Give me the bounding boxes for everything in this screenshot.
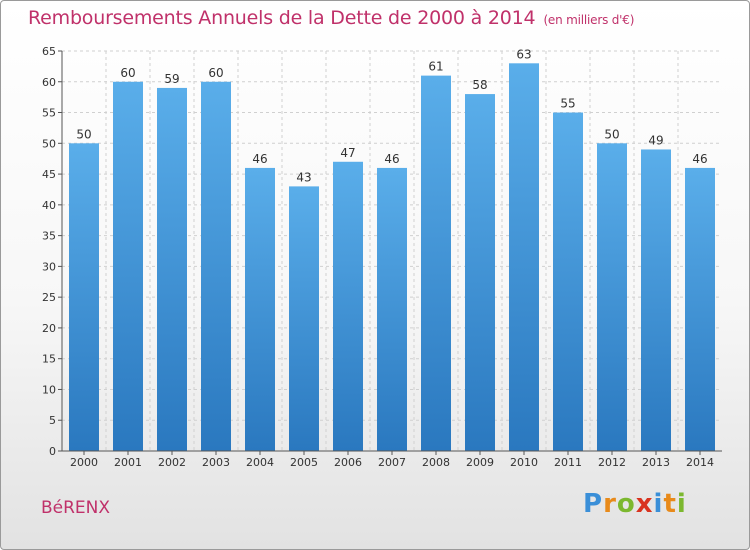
x-tick-label: 2000 bbox=[70, 456, 98, 469]
bar bbox=[509, 63, 539, 452]
y-tick-label: 45 bbox=[42, 168, 56, 181]
logo-letter: r bbox=[603, 489, 617, 519]
bar bbox=[465, 94, 495, 452]
bar-value-label: 50 bbox=[604, 127, 619, 141]
y-tick-label: 0 bbox=[49, 445, 56, 458]
x-tick-label: 2008 bbox=[422, 456, 450, 469]
bar bbox=[157, 87, 187, 451]
x-tick-label: 2014 bbox=[686, 456, 714, 469]
bar-value-label: 58 bbox=[472, 78, 487, 92]
bar-value-label: 59 bbox=[164, 72, 179, 86]
x-tick-label: 2007 bbox=[378, 456, 406, 469]
y-tick-label: 50 bbox=[42, 137, 56, 150]
title-text: Remboursements Annuels de la Dette de 20… bbox=[28, 7, 536, 29]
bar-value-label: 47 bbox=[340, 146, 355, 160]
logo-letter: P bbox=[583, 489, 604, 519]
bar-value-label: 50 bbox=[76, 127, 91, 141]
bar-value-label: 49 bbox=[648, 133, 663, 147]
chart-title: Remboursements Annuels de la Dette de 20… bbox=[28, 7, 634, 29]
y-tick-label: 10 bbox=[42, 383, 56, 396]
bar-value-label: 55 bbox=[560, 97, 575, 111]
y-tick-label: 15 bbox=[42, 353, 56, 366]
bar-value-label: 46 bbox=[692, 152, 707, 166]
bar bbox=[113, 81, 143, 452]
x-tick-label: 2010 bbox=[510, 456, 538, 469]
bar bbox=[685, 167, 715, 451]
y-tick-label: 40 bbox=[42, 199, 56, 212]
x-tick-label: 2003 bbox=[202, 456, 230, 469]
x-tick-label: 2001 bbox=[114, 456, 142, 469]
bar-value-label: 46 bbox=[252, 152, 267, 166]
y-tick-label: 60 bbox=[42, 76, 56, 89]
y-tick-label: 20 bbox=[42, 322, 56, 335]
bar bbox=[245, 167, 275, 451]
x-tick-label: 2005 bbox=[290, 456, 318, 469]
bar-value-label: 60 bbox=[120, 66, 135, 80]
bar-chart: 50 60 59 60 46 43 47 46 61 58 63 55 50 49 46 0 5 10 15 20 2… bbox=[42, 45, 722, 469]
bar-value-label: 43 bbox=[296, 170, 311, 184]
x-tick-label: 2009 bbox=[466, 456, 494, 469]
x-tick-label: 2013 bbox=[642, 456, 670, 469]
logo-letter: i bbox=[676, 489, 687, 519]
logo-letter: t bbox=[663, 489, 677, 519]
y-tick-label: 5 bbox=[49, 414, 56, 427]
bar bbox=[69, 143, 99, 452]
x-tick-label: 2006 bbox=[334, 456, 362, 469]
y-tick-label: 35 bbox=[42, 230, 56, 243]
y-tick-label: 55 bbox=[42, 107, 56, 120]
y-tick-label: 25 bbox=[42, 291, 56, 304]
logo-letter: x bbox=[635, 489, 654, 519]
bar bbox=[201, 81, 231, 452]
logo-letter: o bbox=[616, 489, 636, 519]
bar bbox=[553, 112, 583, 452]
title-unit: (en milliers d'€) bbox=[543, 13, 635, 27]
bar bbox=[421, 75, 451, 451]
x-tick-label: 2002 bbox=[158, 456, 186, 469]
bar-value-label: 63 bbox=[516, 47, 531, 61]
bar bbox=[377, 167, 407, 451]
bar-value-label: 60 bbox=[208, 66, 223, 80]
proxiti-logo: Proxiti bbox=[583, 489, 687, 519]
bar-value-label: 46 bbox=[384, 152, 399, 166]
y-tick-label: 30 bbox=[42, 260, 56, 273]
commune-name: BéRENX bbox=[41, 498, 111, 518]
y-tick-label: 65 bbox=[42, 45, 56, 58]
bar-value-label: 61 bbox=[428, 60, 443, 74]
bar bbox=[597, 143, 627, 452]
bar bbox=[641, 149, 671, 451]
x-tick-label: 2012 bbox=[598, 456, 626, 469]
bar bbox=[289, 186, 319, 451]
x-tick-label: 2004 bbox=[246, 456, 274, 469]
bar bbox=[333, 161, 363, 451]
logo-letter: i bbox=[653, 489, 664, 519]
x-tick-label: 2011 bbox=[554, 456, 582, 469]
